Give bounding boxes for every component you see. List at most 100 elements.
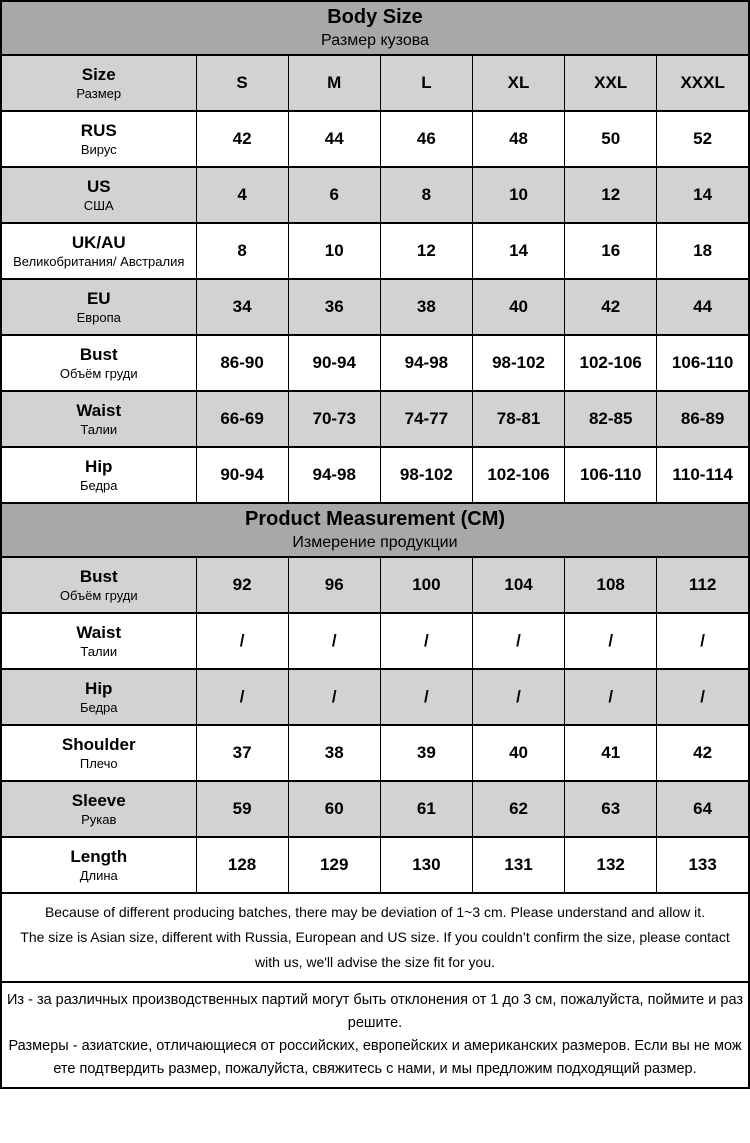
cell-value: / [656,612,750,670]
cell-value: 40 [471,724,566,782]
cell-value: 102-106 [564,334,658,392]
cell-value: 8 [195,222,289,280]
row-label: Shoulder [61,734,136,754]
cell-value: / [195,668,289,726]
cell-value: XXL [564,54,658,112]
cell-value: / [656,668,750,726]
footer-row-english: Because of different producing batches, … [0,892,750,983]
cell-value: M [287,54,381,112]
cell-value: 108 [564,556,658,614]
cell-value: 40 [471,278,566,336]
table-row-bust-product: Bust Объём груди 92 96 100 104 108 112 [0,556,750,614]
row-label: Length [70,846,128,866]
cell-value: 59 [195,780,289,838]
cell-value: 106-110 [564,446,658,504]
section-header-row: Body Size Размер кузова [0,0,750,56]
cell-value: 98-102 [471,334,566,392]
cell-value: 12 [379,222,473,280]
row-label: EU [86,288,111,308]
cell-value: / [471,612,566,670]
cell-value: 8 [379,166,473,224]
row-label: Sleeve [71,790,126,810]
cell-value: 131 [471,836,566,894]
row-sublabel: Рукав [81,811,117,827]
row-sublabel: Вирус [80,141,117,157]
cell-value: L [379,54,473,112]
cell-value: 74-77 [379,390,473,448]
section-title: Product Measurement (CM) [244,508,506,531]
cell-value: 86-90 [195,334,289,392]
cell-value: 94-98 [379,334,473,392]
cell-value: 50 [564,110,658,168]
cell-value: 41 [564,724,658,782]
table-row-waist-product: Waist Талии / / / / / / [0,612,750,670]
row-label: Bust [79,566,118,586]
row-sublabel: Бедра [79,699,118,715]
section-subtitle: Размер кузова [321,32,429,50]
cell-value: 42 [564,278,658,336]
cell-value: 4 [195,166,289,224]
cell-value: 44 [287,110,381,168]
cell-value: 66-69 [195,390,289,448]
cell-value: 46 [379,110,473,168]
cell-value: 90-94 [195,446,289,504]
cell-value: S [195,54,289,112]
cell-value: 38 [287,724,381,782]
cell-value: / [287,668,381,726]
row-label: US [86,176,111,196]
row-header-us: US США [0,166,197,224]
cell-value: 6 [287,166,381,224]
row-header-hip: Hip Бедра [0,668,197,726]
cell-value: 94-98 [287,446,381,504]
row-header-ukau: UK/AU Великобритания/ Австралия [0,222,197,280]
row-label: Bust [79,344,118,364]
cell-value: 12 [564,166,658,224]
section-subtitle: Измерение продукции [292,534,458,552]
cell-value: 62 [471,780,566,838]
row-label: Hip [85,456,113,476]
cell-value: / [564,612,658,670]
row-header-rus: RUS Вирус [0,110,197,168]
cell-value: 52 [656,110,750,168]
cell-value: 133 [656,836,750,894]
table-row-shoulder: Shoulder Плечо 37 38 39 40 41 42 [0,724,750,782]
cell-value: 60 [287,780,381,838]
cell-value: 110-114 [656,446,750,504]
cell-value: 106-110 [656,334,750,392]
table-row-eu: EU Европа 34 36 38 40 42 44 [0,278,750,336]
notes-english: Because of different producing batches, … [0,892,750,983]
cell-value: 10 [287,222,381,280]
cell-value: 14 [656,166,750,224]
cell-value: 98-102 [379,446,473,504]
cell-value: / [195,612,289,670]
row-label: RUS [80,120,117,140]
row-label: Hip [85,678,113,698]
row-sublabel: США [83,197,114,213]
section-header-body-size: Body Size Размер кузова [0,0,750,56]
row-header-size: Size Размер [0,54,197,112]
row-header-eu: EU Европа [0,278,197,336]
cell-value: / [564,668,658,726]
table-row-waist-body: Waist Талии 66-69 70-73 74-77 78-81 82-8… [0,390,750,448]
cell-value: 78-81 [471,390,566,448]
section-header-row: Product Measurement (CM) Измерение проду… [0,502,750,558]
cell-value: 90-94 [287,334,381,392]
cell-value: 44 [656,278,750,336]
table-row-hip-product: Hip Бедра / / / / / / [0,668,750,726]
cell-value: 36 [287,278,381,336]
cell-value: 10 [471,166,566,224]
row-sublabel: Длина [79,867,118,883]
cell-value: 14 [471,222,566,280]
note-line: Because of different producing batches, … [44,904,706,920]
row-label: Waist [76,400,122,420]
cell-value: 42 [656,724,750,782]
section-header-product-measurement: Product Measurement (CM) Измерение проду… [0,502,750,558]
cell-value: 39 [379,724,473,782]
row-header-length: Length Длина [0,836,197,894]
table-row-sleeve: Sleeve Рукав 59 60 61 62 63 64 [0,780,750,838]
cell-value: 37 [195,724,289,782]
cell-value: 100 [379,556,473,614]
row-label: Waist [76,622,122,642]
cell-value: 16 [564,222,658,280]
footer-row-russian: Из - за различных производственных парти… [0,981,750,1089]
